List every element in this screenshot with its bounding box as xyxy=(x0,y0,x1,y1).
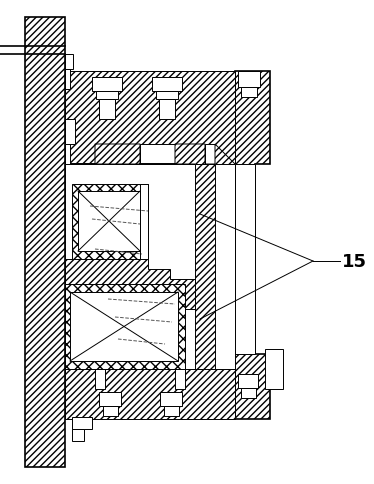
Polygon shape xyxy=(72,184,148,259)
Bar xyxy=(235,165,255,354)
Bar xyxy=(99,100,115,120)
Bar xyxy=(70,292,178,361)
Polygon shape xyxy=(65,145,235,270)
Bar xyxy=(265,349,283,389)
Bar xyxy=(65,145,70,165)
Bar xyxy=(72,429,84,441)
Polygon shape xyxy=(65,285,185,369)
Polygon shape xyxy=(65,72,235,165)
Bar xyxy=(241,388,256,398)
Bar xyxy=(65,55,73,70)
Bar xyxy=(156,92,178,100)
Bar xyxy=(65,120,75,145)
Bar xyxy=(65,165,235,369)
Bar xyxy=(238,72,260,88)
Bar xyxy=(78,192,140,252)
Text: 15: 15 xyxy=(342,253,367,271)
Bar xyxy=(99,392,121,406)
Bar xyxy=(241,88,257,98)
Bar xyxy=(72,417,92,429)
Polygon shape xyxy=(65,259,195,309)
Bar xyxy=(103,406,118,416)
Bar xyxy=(164,406,179,416)
Bar xyxy=(238,374,258,388)
Polygon shape xyxy=(25,18,65,467)
Bar xyxy=(160,392,182,406)
Polygon shape xyxy=(65,309,195,369)
Bar xyxy=(65,70,70,90)
Polygon shape xyxy=(235,72,270,419)
Polygon shape xyxy=(65,369,235,419)
Bar xyxy=(92,78,122,92)
Bar xyxy=(140,184,148,259)
Bar xyxy=(159,100,175,120)
Bar xyxy=(195,165,215,369)
Bar xyxy=(152,78,182,92)
Bar xyxy=(96,92,118,100)
